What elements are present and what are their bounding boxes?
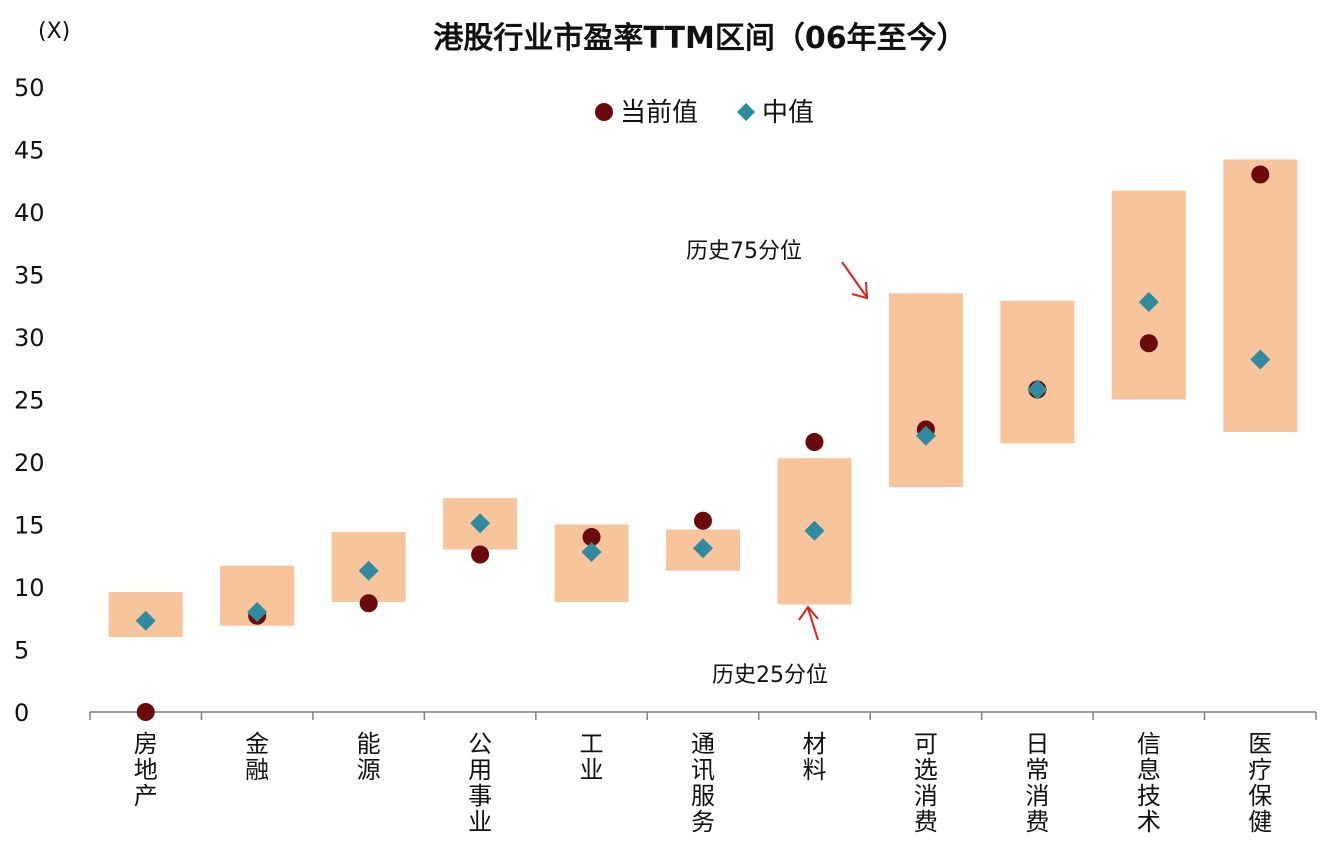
y-tick-label-15: 15 (14, 512, 45, 540)
annotation-p25: 历史25分位 (712, 663, 828, 688)
annotation-p25-arrow (798, 605, 819, 641)
category-label-1: 房地产 (134, 730, 158, 810)
y-tick-label-25: 25 (14, 387, 45, 415)
median-point-3 (358, 560, 379, 581)
y-tick-label-20: 20 (14, 449, 45, 477)
current-value-point-7 (805, 433, 824, 451)
median-point-11 (1250, 349, 1271, 370)
y-axis: 0 5 10 15 20 25 30 35 40 45 50 (14, 74, 45, 727)
y-tick-label-40: 40 (14, 199, 45, 227)
y-tick-label-50: 50 (14, 74, 45, 102)
median-point-5 (581, 542, 602, 562)
category-label-9: 日常消费 (1025, 730, 1049, 836)
range-bar-11 (1223, 159, 1298, 432)
annotation-p75: 历史75分位 (686, 239, 802, 264)
category-label-6: 通讯服务 (691, 730, 715, 836)
arrow-shaft (841, 261, 867, 297)
range-bar-9 (1000, 300, 1075, 444)
arrow-shaft (807, 607, 819, 641)
legend-median-label: 中值 (762, 98, 814, 128)
y-axis-unit-label: (X) (38, 19, 70, 44)
category-label-8: 可选消费 (914, 730, 938, 836)
current-value-point-4 (471, 545, 490, 564)
legend-current-label: 当前值 (620, 98, 698, 128)
legend-median-marker (737, 103, 755, 121)
y-tick-label-30: 30 (14, 324, 45, 352)
range-bar-8 (888, 293, 963, 487)
y-tick-label-0: 0 (14, 699, 29, 727)
chart-title: 港股行业市盈率TTM区间（06年至今） (433, 21, 966, 56)
legend-current-marker (595, 103, 613, 121)
arrow-head (851, 281, 869, 300)
current-value-point-1 (136, 703, 155, 721)
median-point-8 (915, 425, 936, 446)
category-label-3: 能源 (357, 730, 381, 784)
annotations: 历史75分位 历史25分位 (686, 239, 869, 688)
median-point-9 (1027, 379, 1048, 400)
range-bars (108, 159, 1298, 637)
median-point-10 (1138, 292, 1159, 312)
category-label-11: 医疗保健 (1248, 730, 1272, 836)
y-tick-label-5: 5 (14, 637, 29, 665)
median-markers (135, 292, 1271, 631)
current-value-point-11 (1251, 165, 1270, 184)
median-point-7 (804, 520, 825, 541)
legend: 当前值 中值 (595, 98, 814, 128)
current-value-point-5 (582, 528, 601, 546)
arrow-head (798, 605, 819, 621)
current-value-point-3 (359, 594, 378, 613)
category-label-2: 金融 (245, 730, 269, 784)
category-label-5: 工业 (580, 730, 604, 784)
category-label-7: 材料 (802, 730, 826, 784)
x-axis (89, 711, 1317, 720)
median-point-1 (135, 610, 156, 631)
annotation-p75-arrow (841, 261, 869, 300)
current-value-point-6 (694, 511, 712, 530)
y-tick-label-35: 35 (14, 262, 45, 290)
category-labels: 房地产 金融 能源 公用事业 工业 通讯服务 材料 可选消费 日常消费 信息技术 医疗保健 (134, 730, 1273, 836)
median-point-6 (693, 538, 713, 559)
median-point-4 (470, 513, 491, 534)
y-tick-label-45: 45 (14, 137, 45, 165)
y-tick-label-10: 10 (14, 574, 45, 602)
category-label-4: 公用事业 (468, 730, 492, 836)
current-value-point-10 (1139, 334, 1158, 353)
category-label-10: 信息技术 (1137, 730, 1161, 836)
median-point-2 (247, 602, 268, 622)
